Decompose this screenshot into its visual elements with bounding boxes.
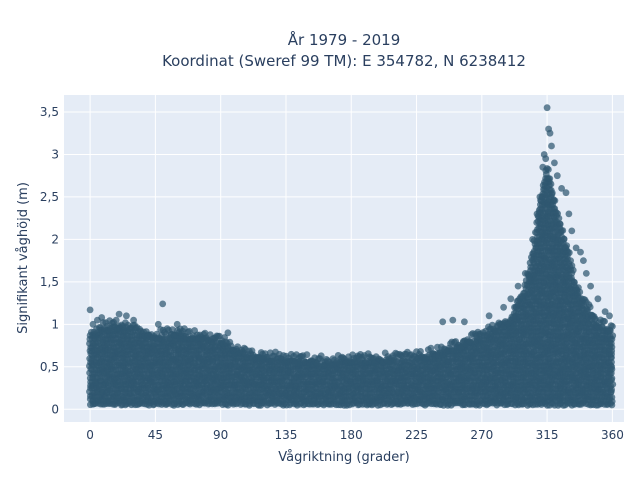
- data-points: [86, 104, 617, 409]
